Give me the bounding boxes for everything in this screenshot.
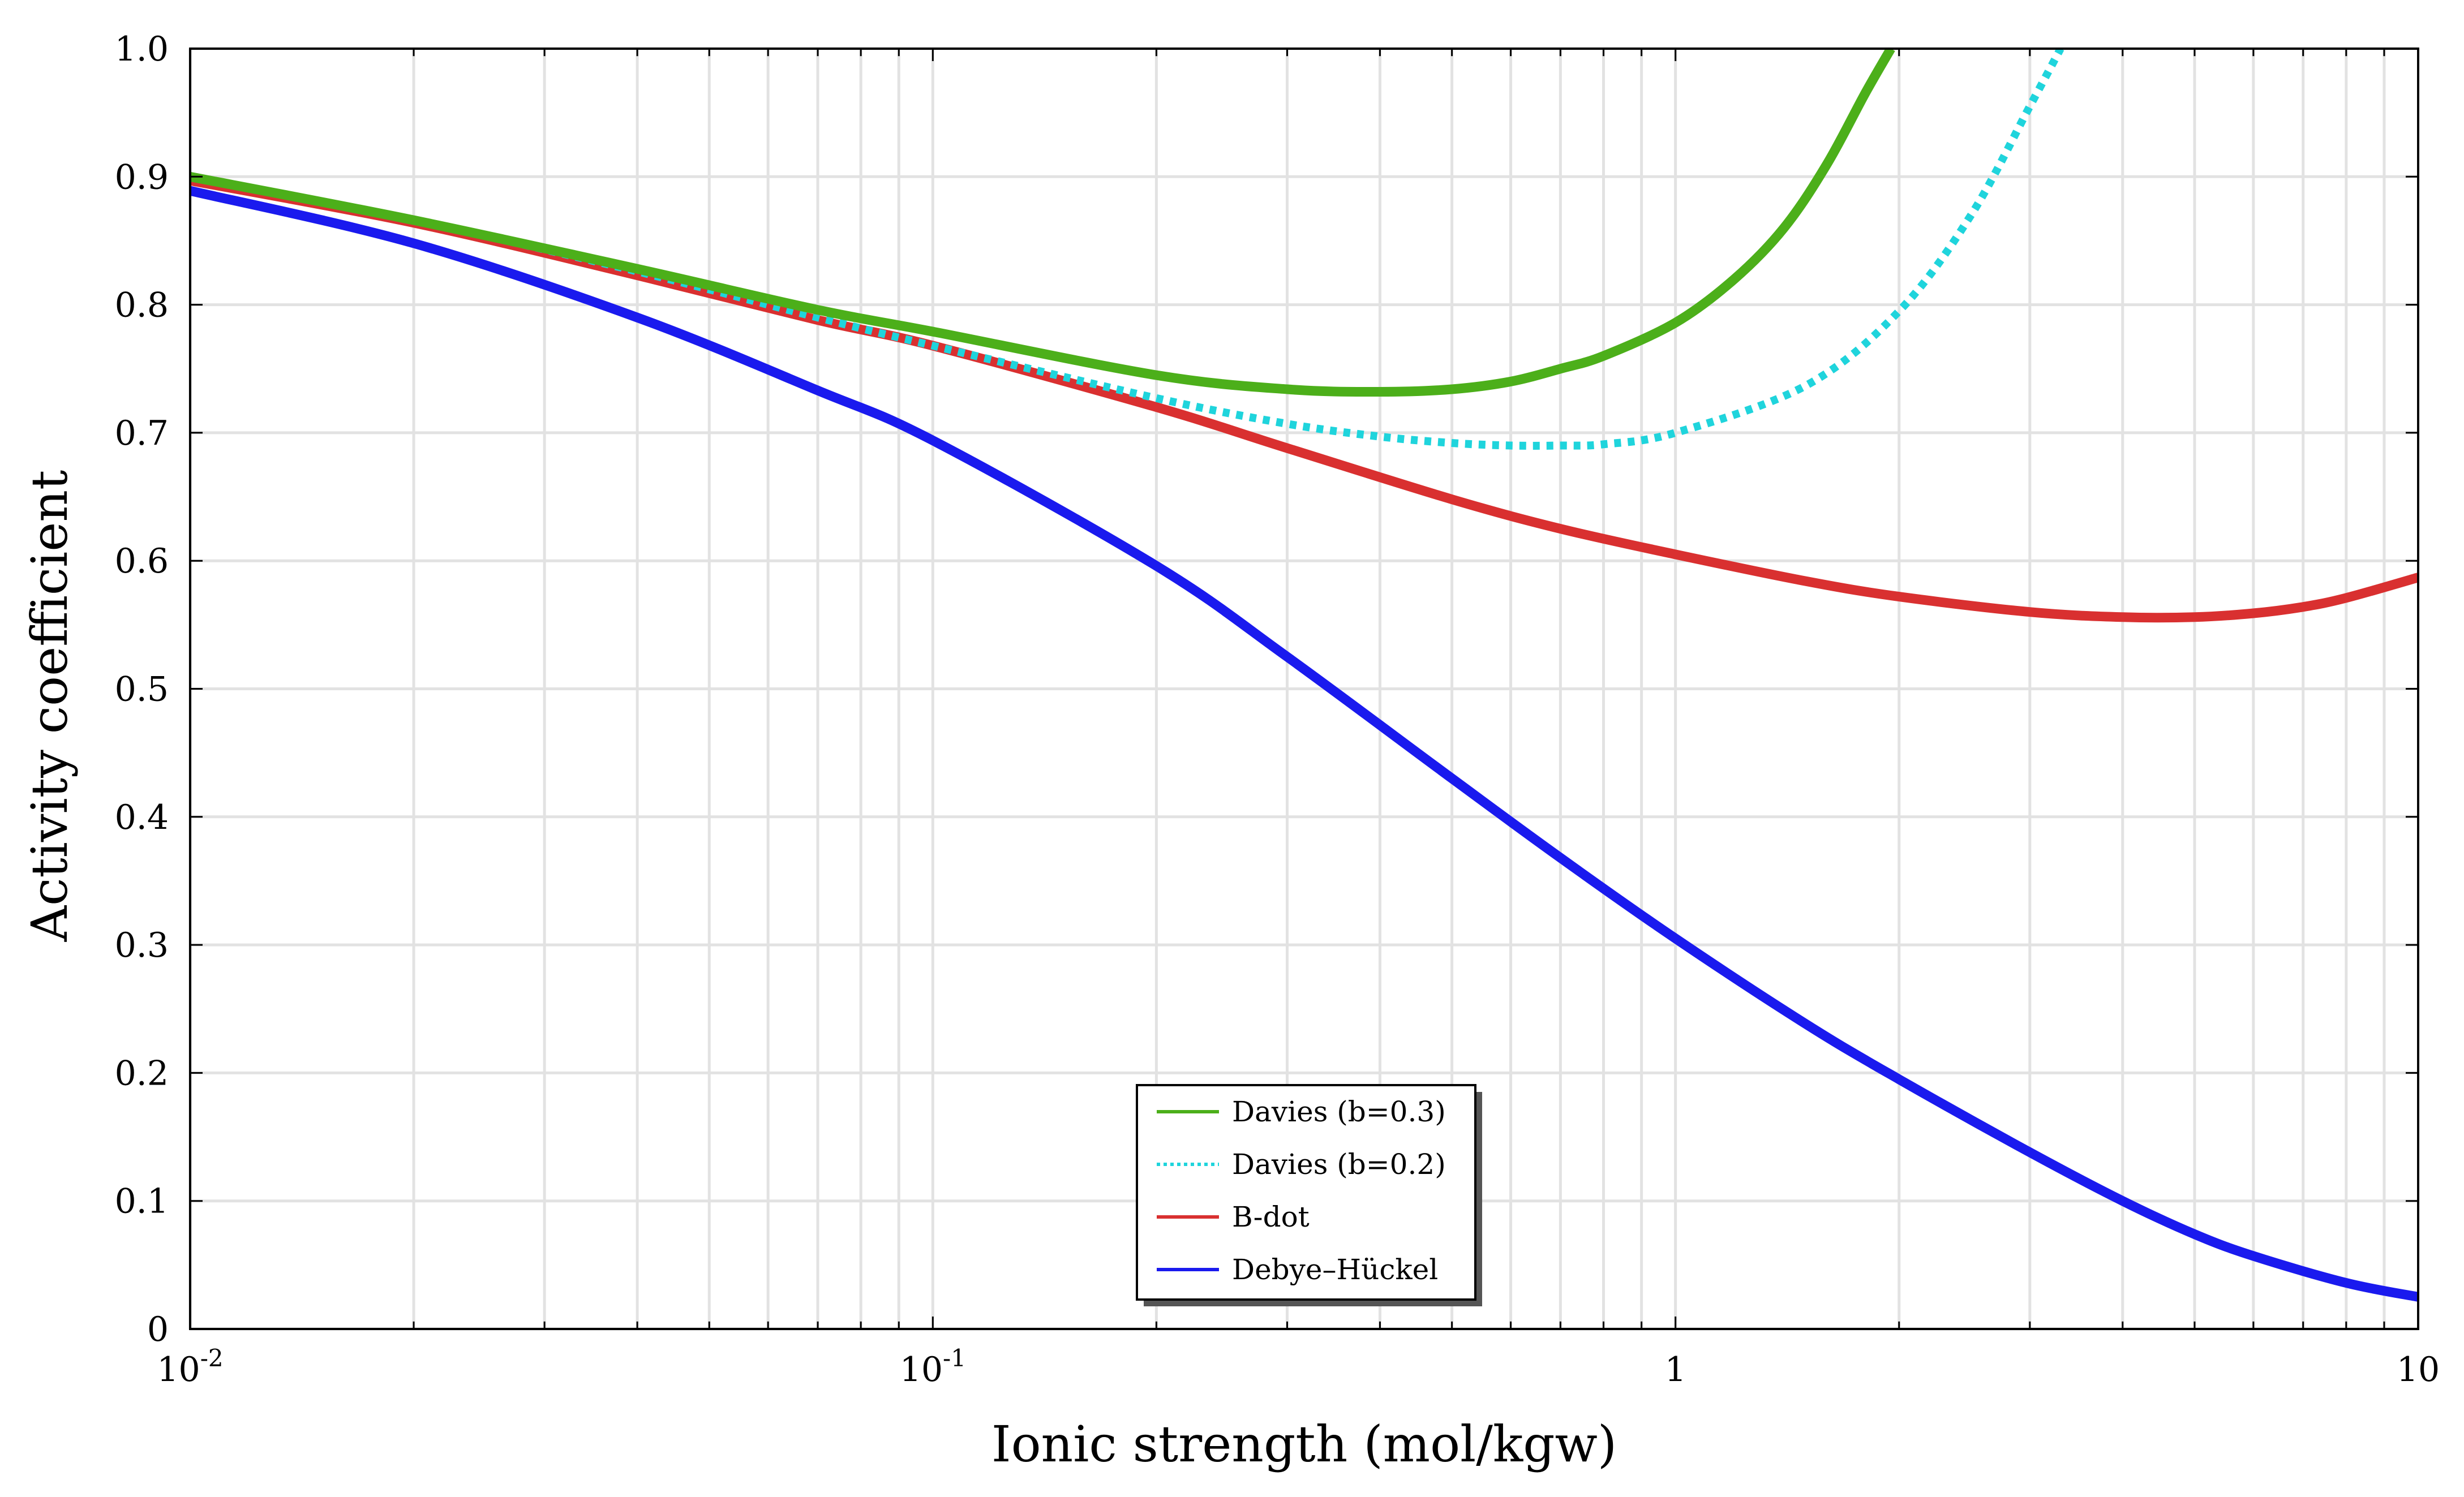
legend-label: Debye–Hückel (1232, 1253, 1438, 1286)
axis-ticks (189, 48, 2418, 1330)
y-axis-title: Activity coefficient (20, 470, 79, 943)
series-lines (190, 49, 2418, 1302)
y-tick-label: 0.1 (115, 1182, 169, 1221)
x-tick-labels: 10-2 10-1 1 10 (157, 1344, 2440, 1390)
series-line-0 (190, 49, 1895, 397)
y-tick-label: 0 (147, 1310, 169, 1349)
y-tick-label: 0.5 (115, 670, 169, 709)
y-tick-label: 0.9 (115, 157, 169, 197)
x-tick-label: 10-1 (900, 1344, 966, 1390)
x-tick-label: 10-2 (157, 1344, 223, 1390)
y-tick-label: 0.4 (115, 798, 169, 837)
y-tick-label: 1.0 (115, 29, 169, 69)
y-tick-label: 0.8 (115, 286, 169, 325)
legend: Davies (b=0.3) Davies (b=0.2) B-dot Debye–H… (1136, 1084, 1482, 1306)
y-tick-labels: 0 0.1 0.2 0.3 0.4 0.5 0.6 0.7 0.8 0.9 1.0 (115, 29, 169, 1349)
x-tick-label: 1 (1665, 1350, 1686, 1390)
y-tick-label: 0.3 (115, 926, 169, 965)
series-line-3 (190, 186, 2418, 1302)
legend-label: B-dot (1232, 1201, 1310, 1233)
x-tick-label: 10 (2397, 1350, 2440, 1390)
legend-label: Davies (b=0.2) (1232, 1148, 1446, 1181)
y-tick-label: 0.2 (115, 1053, 169, 1093)
y-tick-label: 0.7 (115, 414, 169, 453)
legend-box (1136, 1084, 1476, 1301)
x-axis-title: Ionic strength (mol/kgw) (991, 1415, 1617, 1473)
y-tick-label: 0.6 (115, 541, 169, 581)
legend-label: Davies (b=0.3) (1232, 1095, 1446, 1128)
